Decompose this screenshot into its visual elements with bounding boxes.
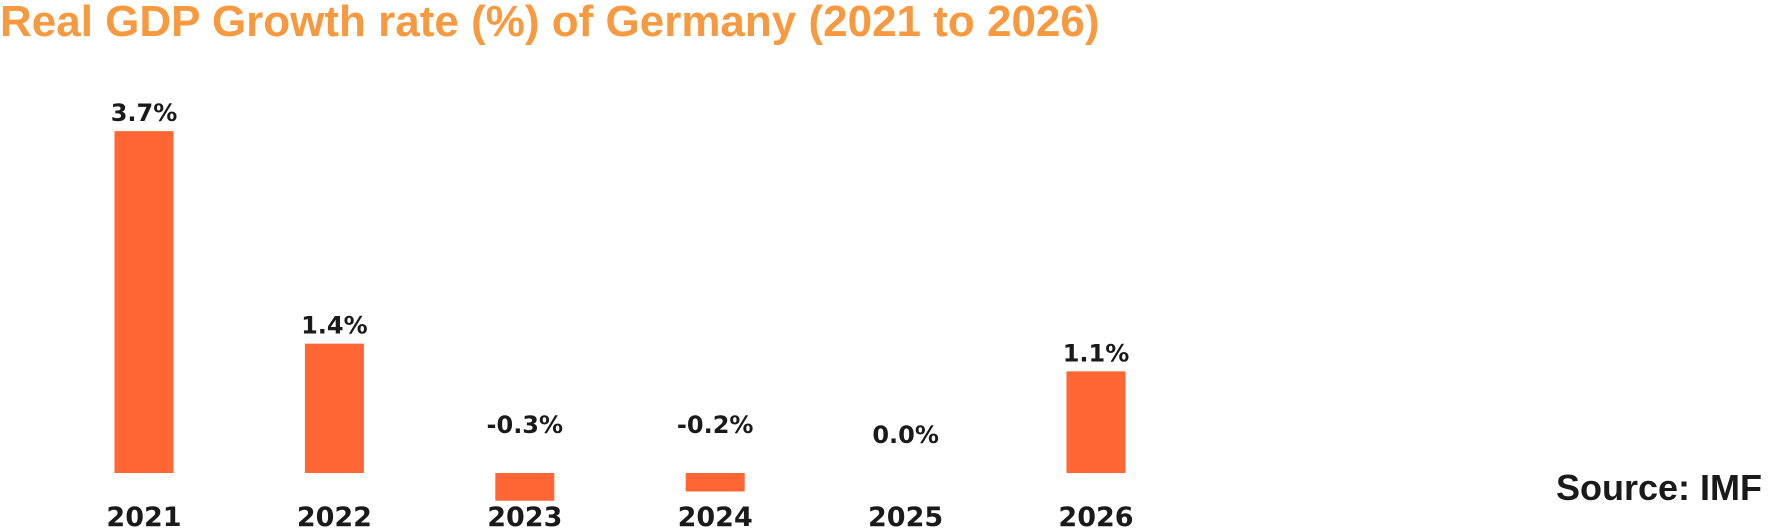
bar-2026 bbox=[1066, 371, 1126, 473]
x-tick-2024: 2024 bbox=[678, 502, 753, 528]
chart-title: Real GDP Growth rate (%) of Germany (202… bbox=[0, 0, 1100, 46]
data-label-2022: 1.4% bbox=[301, 312, 368, 340]
x-axis-ticks: 2021 2022 2023 2024 2025 2026 bbox=[106, 502, 1133, 528]
data-label-2021: 3.7% bbox=[111, 99, 178, 127]
x-tick-2023: 2023 bbox=[487, 502, 562, 528]
x-tick-2021: 2021 bbox=[106, 502, 181, 528]
bar-2021 bbox=[114, 131, 174, 473]
x-tick-2026: 2026 bbox=[1058, 502, 1133, 528]
source-label: Source: IMF bbox=[1556, 467, 1762, 508]
bar-2022 bbox=[304, 343, 364, 473]
data-label-2024: -0.2% bbox=[677, 411, 754, 439]
data-label-2023: -0.3% bbox=[487, 411, 564, 439]
data-labels-layer: 3.7% 1.4% -0.3% -0.2% 0.0% 1.1% bbox=[111, 99, 1130, 449]
bars-layer bbox=[114, 131, 1126, 501]
x-tick-2025: 2025 bbox=[868, 502, 943, 528]
data-label-2026: 1.1% bbox=[1063, 339, 1130, 367]
data-label-2025: 0.0% bbox=[872, 421, 939, 449]
bar-2024 bbox=[685, 473, 745, 492]
x-tick-2022: 2022 bbox=[297, 502, 372, 528]
bar-2023 bbox=[495, 473, 555, 501]
